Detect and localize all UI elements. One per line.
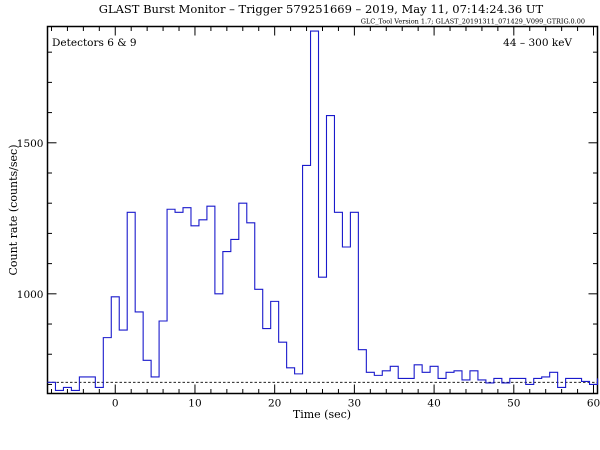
energy-range-label: 44 – 300 keV (503, 37, 572, 49)
axis-tick-labels: 0 10 20 30 40 50 60 1000 1500 (17, 138, 600, 410)
axis-ticks (47, 26, 598, 394)
x-tick-label: 40 (427, 398, 440, 410)
y-tick-label: 1000 (17, 289, 44, 301)
count-rate-series-line (47, 30, 599, 392)
chart-title: GLAST Burst Monitor – Trigger 579251669 … (99, 2, 544, 16)
x-tick-label: 30 (348, 398, 361, 410)
chart-subtitle: GLC_Tool Version 1.7; GLAST_20191311_071… (361, 18, 585, 26)
x-tick-label: 50 (507, 398, 520, 410)
plot-area-frame (46, 25, 599, 395)
x-tick-label: 60 (587, 398, 600, 410)
x-tick-label: 20 (268, 398, 281, 410)
x-tick-label: 10 (188, 398, 201, 410)
y-tick-label: 1500 (17, 138, 44, 150)
x-tick-label: 0 (112, 398, 119, 410)
detectors-label: Detectors 6 & 9 (52, 37, 137, 49)
y-axis-label: Count rate (counts/sec) (7, 145, 20, 276)
x-axis-label: Time (sec) (293, 408, 351, 421)
